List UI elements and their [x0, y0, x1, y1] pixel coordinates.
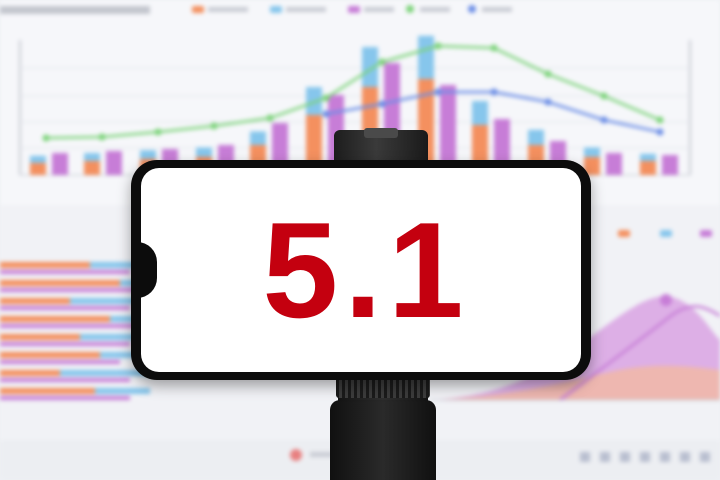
- phone-notch: [131, 242, 157, 298]
- smartphone: 5.1: [131, 160, 591, 380]
- tripod-grip-ring: [336, 376, 430, 398]
- phone-screen: 5.1: [141, 168, 581, 372]
- tripod-base: [330, 400, 436, 480]
- phone-display-value: 5.1: [262, 194, 470, 346]
- mount-clamp-knob: [364, 128, 398, 138]
